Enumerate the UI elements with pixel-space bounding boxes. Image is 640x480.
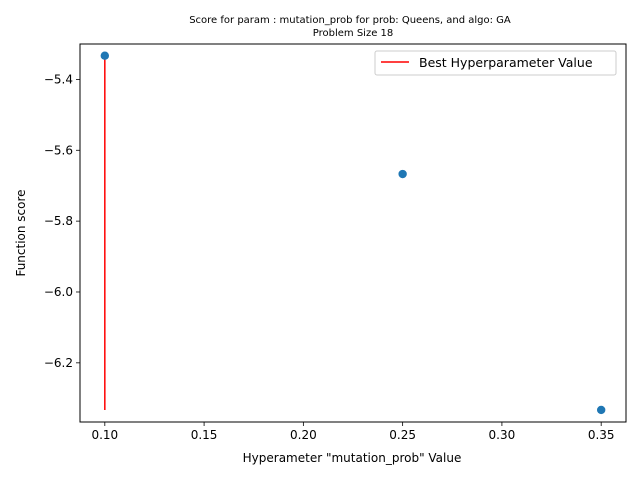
x-tick-label: 0.15 [191, 428, 218, 442]
y-tick-label: −6.0 [44, 285, 73, 299]
legend-box [374, 50, 617, 76]
x-axis-ticks: 0.10 0.15 0.20 0.25 0.30 0.35 [91, 422, 615, 442]
scatter-point [100, 51, 110, 60]
y-tick-label: −5.8 [44, 214, 73, 228]
y-tick-label: −6.2 [44, 356, 73, 370]
plot-frame [79, 43, 627, 423]
x-tick-label: 0.10 [91, 428, 118, 442]
y-axis-label: Function score [14, 189, 28, 276]
x-tick-label: 0.35 [588, 428, 615, 442]
x-tick-label: 0.25 [389, 428, 416, 442]
x-tick-label: 0.20 [290, 428, 317, 442]
chart-subtitle: Problem Size 18 [313, 28, 394, 39]
legend-label: Best Hyperparameter Value [419, 55, 593, 70]
scatter-point [398, 169, 407, 179]
scatter-points-layer [100, 51, 606, 415]
y-axis-ticks: −5.4 −5.6 −5.8 −6.0 −6.2 [44, 72, 80, 370]
y-tick-label: −5.6 [44, 143, 73, 157]
x-axis-label: Hyperameter "mutation_prob" Value [243, 451, 462, 465]
scatter-point [596, 405, 606, 415]
x-tick-label: 0.30 [489, 428, 516, 442]
legend: Best Hyperparameter Value [374, 50, 617, 76]
y-tick-label: −5.4 [44, 72, 73, 86]
chart-title: Score for param : mutation_prob for prob… [189, 15, 511, 26]
